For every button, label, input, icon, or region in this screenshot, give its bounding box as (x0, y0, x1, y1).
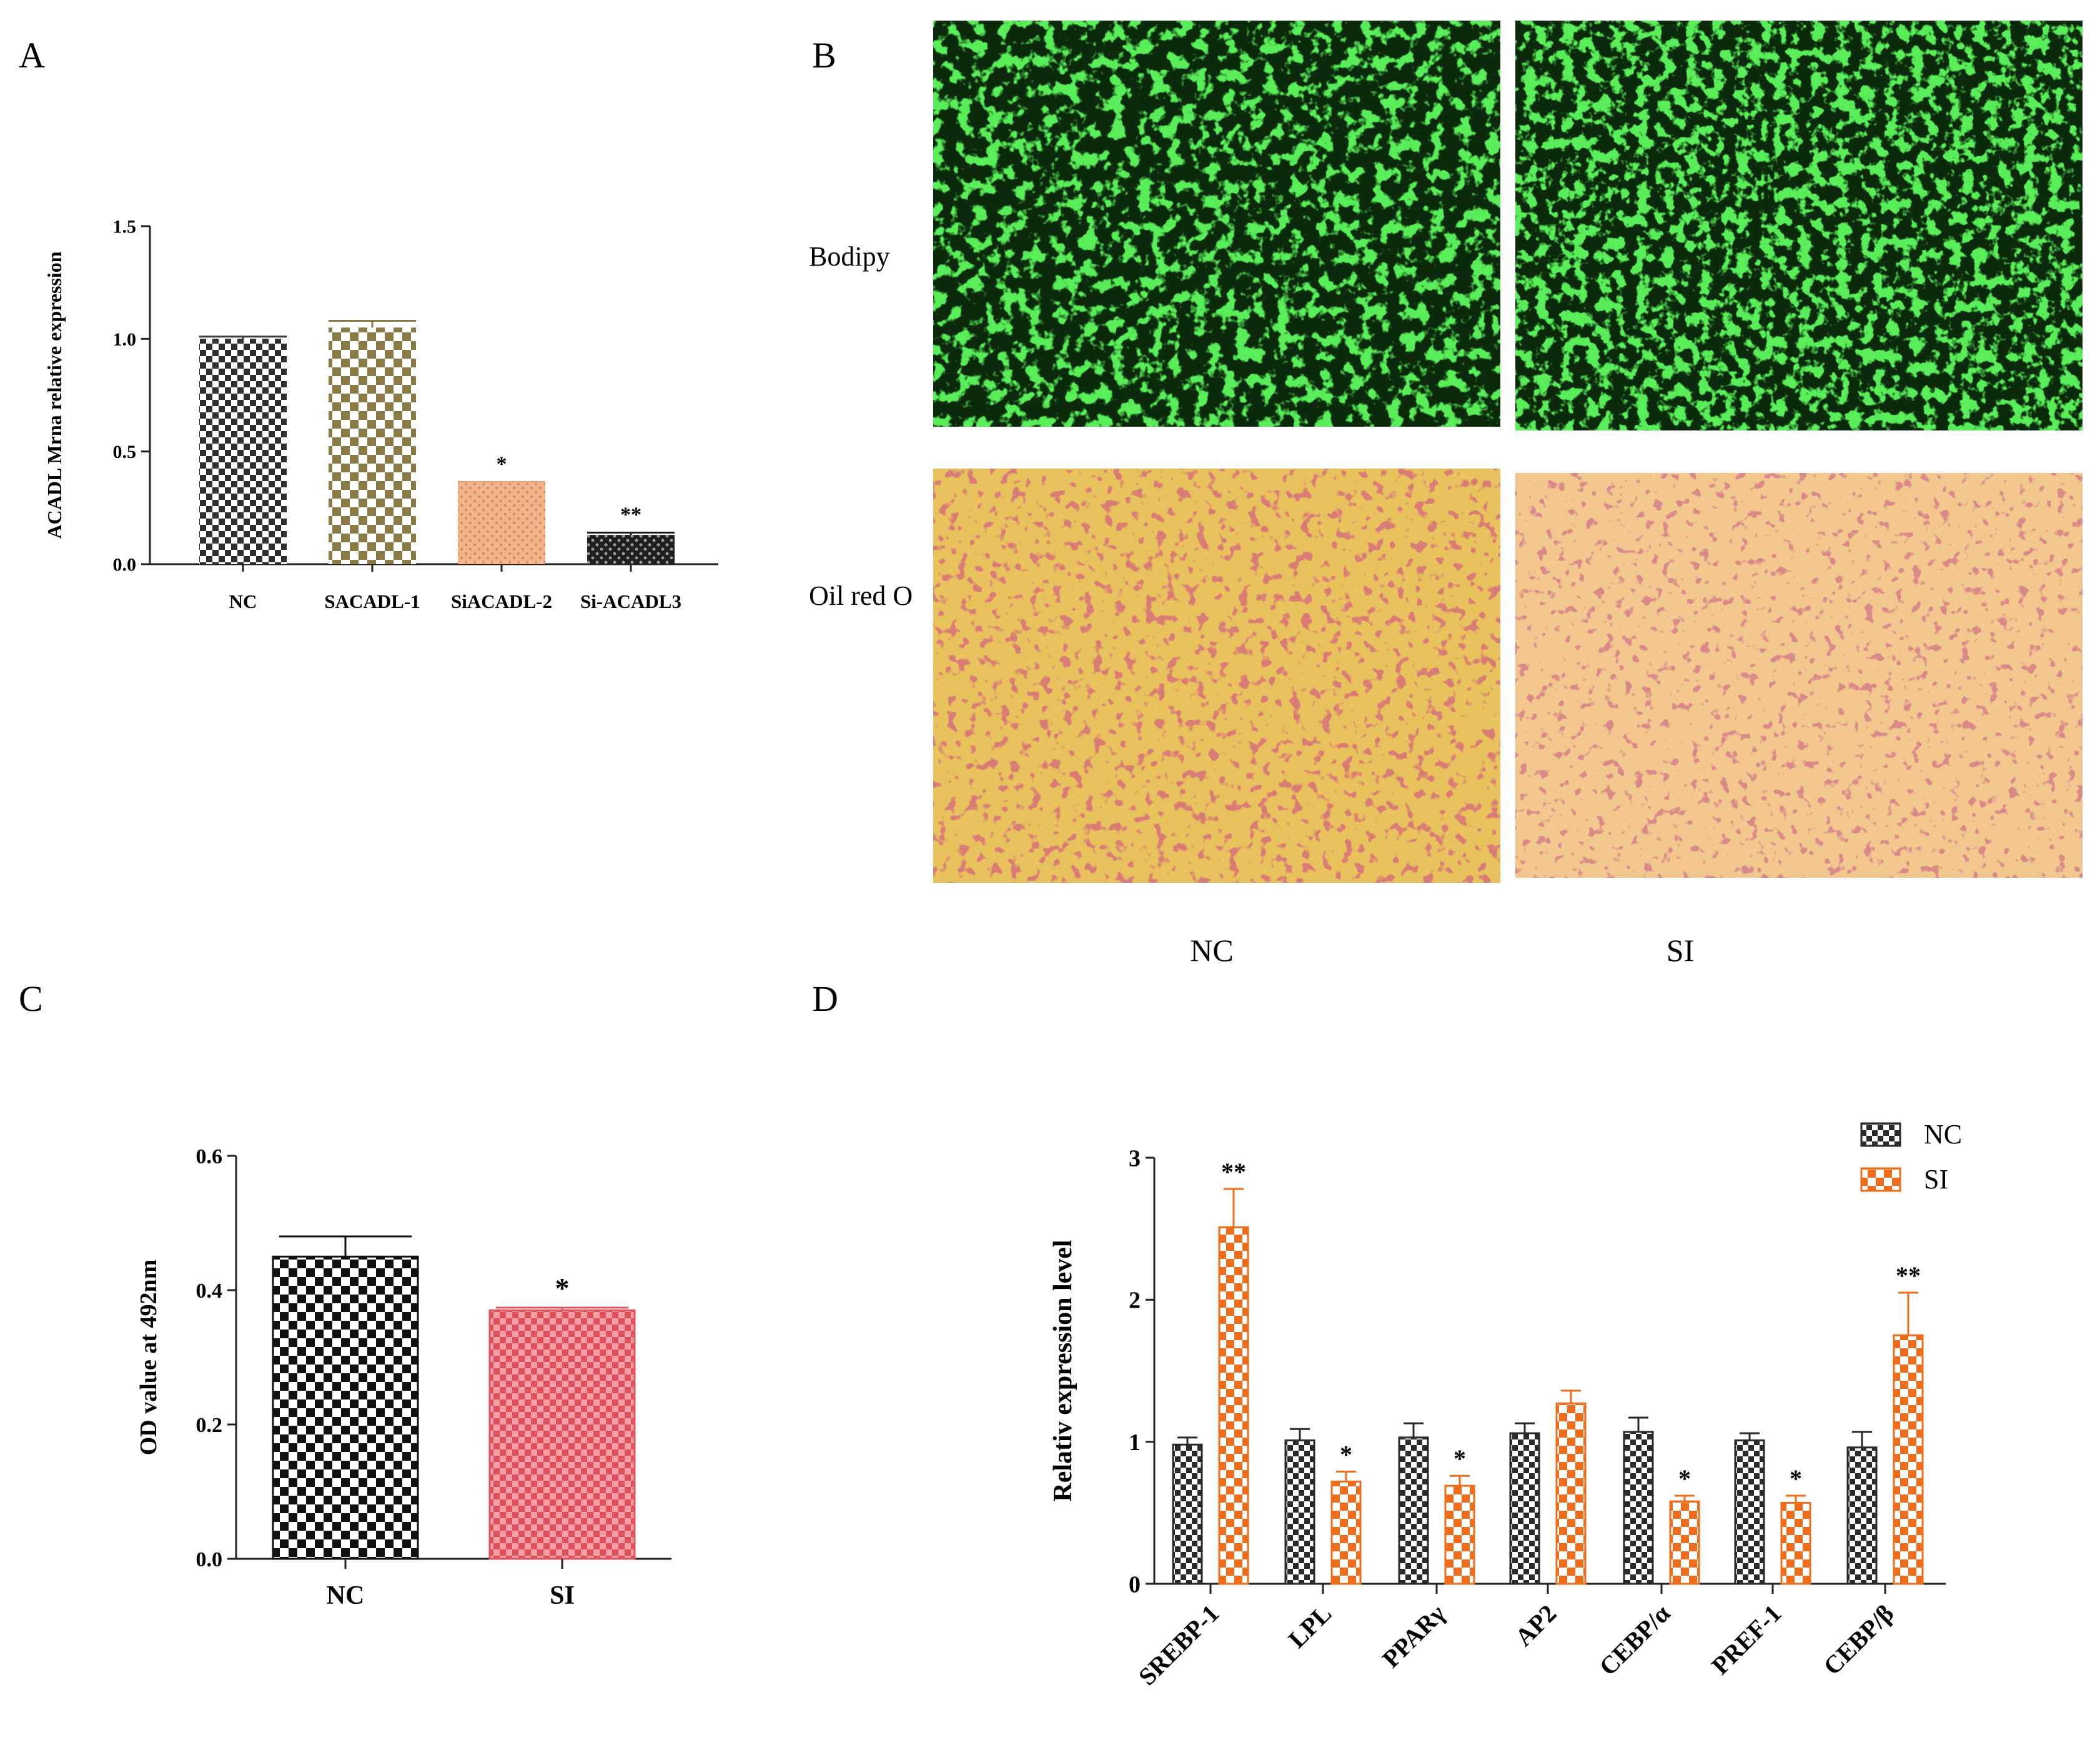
col-label-nc: NC (1190, 933, 1233, 968)
bodipy-si-stain (1515, 21, 2083, 430)
y-tick-label: 0.4 (196, 1280, 223, 1303)
significance-marker: * (555, 1272, 570, 1304)
oilred-si-stain (1515, 473, 2083, 878)
col-label-si: SI (1667, 933, 1694, 968)
y-tick-label: 1 (1129, 1429, 1141, 1456)
bar-si (1330, 1480, 1362, 1585)
x-tick-label: AP2 (1510, 1599, 1562, 1652)
panel-label-d: D (812, 978, 838, 1019)
bar-siacadl-2 (458, 483, 545, 564)
y-axis-title: OD value at 492nm (136, 1260, 162, 1456)
bodipy-nc-stain (933, 21, 1500, 427)
x-tick-label: SiACADL-2 (451, 590, 552, 612)
legend-label-nc: NC (1924, 1119, 1962, 1150)
x-tick-label: PREF-1 (1706, 1599, 1786, 1680)
bar-si (1444, 1484, 1475, 1585)
bar-si-acadl3 (587, 535, 675, 564)
bar-nc (272, 1255, 419, 1560)
significance-marker: * (1454, 1444, 1466, 1473)
bar-si (1780, 1501, 1811, 1585)
bar-nc (1623, 1431, 1654, 1585)
x-tick-label: NC (229, 590, 257, 612)
y-tick-label: 3 (1129, 1145, 1141, 1171)
y-tick-label: 2 (1129, 1288, 1141, 1314)
row-label-bodipy: Bodipy (809, 241, 890, 272)
bar-si (1669, 1500, 1700, 1585)
panel-b-micrographs: Bodipy Oil red O NC SI (809, 21, 2083, 968)
significance-marker: * (1340, 1440, 1352, 1468)
x-tick-label: SI (550, 1581, 575, 1610)
y-tick-label: 1.0 (113, 329, 137, 350)
x-tick-label: CEBP/β (1818, 1599, 1899, 1681)
significance-marker: * (1790, 1464, 1802, 1493)
y-tick-label: 0.5 (113, 442, 137, 462)
bar-si (1893, 1334, 1924, 1585)
y-tick-label: 0.0 (196, 1548, 223, 1571)
y-tick-label: 1.5 (113, 217, 137, 237)
x-tick-label: SREBP-1 (1133, 1599, 1225, 1691)
bar-nc (1846, 1446, 1878, 1585)
significance-marker: ** (1221, 1158, 1246, 1186)
x-tick-label: NC (327, 1581, 365, 1610)
legend-swatch-si (1860, 1167, 1901, 1192)
significance-marker: * (1678, 1464, 1691, 1493)
y-tick-label: 0.0 (113, 555, 137, 575)
y-axis-title: Relativ expression level (1049, 1240, 1077, 1501)
oilred-nc-stain (933, 469, 1500, 883)
bar-nc (1398, 1436, 1429, 1585)
bar-nc (1734, 1439, 1765, 1585)
x-tick-label: CEBP/α (1593, 1599, 1675, 1681)
bar-nc (199, 339, 287, 564)
panel-label-a: A (19, 35, 45, 76)
chart-a-acadl-expression: 0.0 0.5 1.0 1.5 ACADL Mrna relative expressi… (43, 217, 718, 612)
legend-label-si: SI (1924, 1164, 1948, 1195)
row-label-oilred: Oil red O (809, 580, 913, 611)
y-tick-label: 0.2 (196, 1414, 223, 1437)
y-tick-label: 0.6 (196, 1145, 223, 1168)
legend-swatch-nc (1860, 1122, 1901, 1147)
panel-label-c: C (19, 978, 43, 1019)
bar-si (1555, 1402, 1587, 1585)
x-tick-label: SACADL-1 (324, 590, 420, 612)
bar-nc (1284, 1439, 1315, 1585)
x-tick-label: LPL (1283, 1599, 1337, 1654)
bar-sacadl-1 (329, 327, 416, 564)
bar-nc (1172, 1443, 1203, 1585)
significance-marker: * (497, 452, 507, 475)
x-tick-label: Si-ACADL3 (580, 590, 681, 612)
x-tick-label: PPARγ (1377, 1599, 1451, 1673)
bar-si (1218, 1226, 1249, 1585)
y-axis-title: ACADL Mrna relative expression (43, 251, 66, 539)
bar-si (488, 1309, 636, 1560)
chart-c-od-value: 0.0 0.2 0.4 0.6 OD value at 492nm NC SI * (136, 1145, 671, 1610)
bar-nc (1509, 1432, 1540, 1585)
significance-marker: ** (620, 504, 641, 527)
y-tick-label: 0 (1129, 1571, 1141, 1598)
panel-label-b: B (812, 35, 836, 76)
significance-marker: ** (1896, 1261, 1921, 1290)
